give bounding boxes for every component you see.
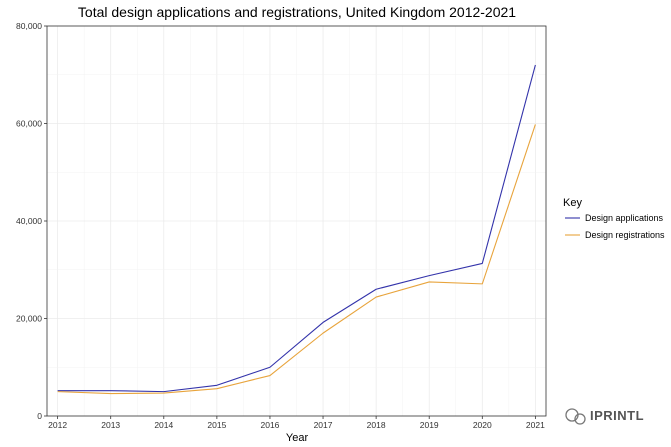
x-axis-title: Year (286, 432, 309, 444)
y-tick-label: 40,000 (16, 216, 42, 226)
legend-title: Key (563, 197, 582, 209)
grid (47, 25, 546, 417)
y-tick-label: 80,000 (16, 21, 42, 31)
series-line-design-applications (57, 64, 536, 393)
y-tick-label: 60,000 (16, 119, 42, 129)
y-tick-label: 0 (37, 411, 42, 421)
x-tick-label: 2019 (420, 420, 439, 430)
y-axis: 0 20,000 40,000 60,000 80,000 (16, 21, 47, 421)
series-lines (57, 64, 536, 395)
x-tick-label: 2012 (48, 420, 67, 430)
x-tick-label: 2020 (473, 420, 492, 430)
watermark-text: IPRINTL (590, 408, 644, 423)
wechat-icon (565, 408, 586, 425)
y-tick-label: 20,000 (16, 314, 42, 324)
legend-label: Design applications (585, 213, 664, 223)
x-tick-label: 2013 (101, 420, 120, 430)
chart-title: Total design applications and registrati… (78, 4, 516, 20)
x-tick-label: 2016 (260, 420, 279, 430)
series-line-design-registrations (57, 124, 536, 395)
x-tick-label: 2015 (207, 420, 226, 430)
legend: Key Design applications Design registrati… (563, 197, 665, 240)
x-tick-label: 2017 (314, 420, 333, 430)
watermark: IPRINTL (565, 408, 644, 425)
x-tick-label: 2021 (526, 420, 545, 430)
x-tick-label: 2014 (154, 420, 173, 430)
x-axis: 2012 2013 2014 2015 2016 2017 2018 2019 2020 2021 (48, 416, 545, 430)
x-tick-label: 2018 (367, 420, 386, 430)
legend-label: Design registrations (585, 230, 665, 240)
